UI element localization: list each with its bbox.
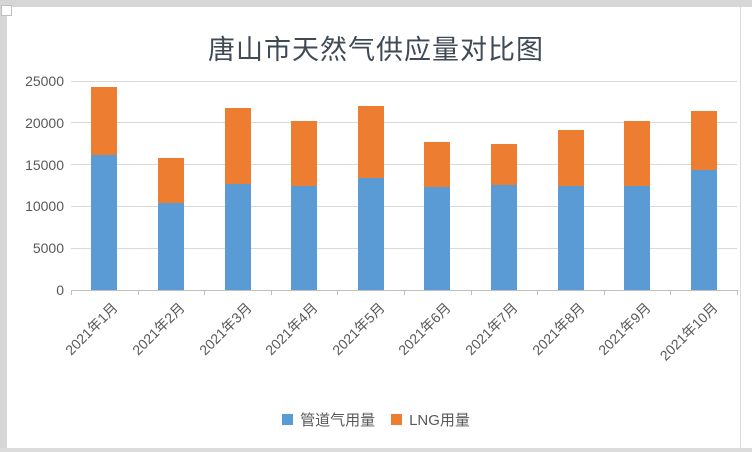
- bar-segment-管道气用量[interactable]: [291, 186, 318, 290]
- x-axis-tick: [404, 290, 405, 295]
- bar-2021年4月: [291, 81, 318, 290]
- x-axis-tick: [670, 290, 672, 295]
- bar-segment-管道气用量[interactable]: [157, 203, 184, 290]
- legend-swatch-icon: [391, 413, 403, 425]
- x-axis-label: 2021年7月: [461, 299, 521, 359]
- bar-segment-LNG用量[interactable]: [91, 86, 118, 155]
- bar-segment-管道气用量[interactable]: [357, 177, 384, 290]
- bar-2021年1月: [91, 81, 118, 290]
- bar-2021年6月: [424, 81, 451, 290]
- x-axis-tick: [71, 290, 72, 295]
- chart-border-left: [0, 0, 7, 452]
- legend-item-管道气用量[interactable]: 管道气用量: [282, 409, 375, 430]
- chart-border-top: [0, 0, 752, 7]
- bar-2021年3月: [224, 81, 251, 290]
- y-axis-tick-label: 15000: [25, 156, 64, 173]
- bar-segment-LNG用量[interactable]: [690, 111, 717, 171]
- bar-segment-LNG用量[interactable]: [291, 121, 318, 187]
- gridline: [71, 164, 737, 166]
- gridline: [71, 122, 737, 124]
- bar-segment-管道气用量[interactable]: [424, 187, 451, 290]
- bar-2021年2月: [157, 81, 184, 290]
- gridline: [71, 80, 737, 82]
- y-axis-tick-label: 20000: [25, 114, 64, 131]
- bar-segment-管道气用量[interactable]: [690, 170, 717, 290]
- bar-segment-LNG用量[interactable]: [557, 130, 584, 187]
- x-axis-tick: [737, 290, 738, 295]
- bar-segment-LNG用量[interactable]: [490, 143, 517, 185]
- y-axis-tick-label: 5000: [32, 240, 64, 257]
- bar-segment-管道气用量[interactable]: [557, 186, 584, 290]
- chart-title[interactable]: 唐山市天然气供应量对比图: [208, 35, 544, 65]
- y-axis-tick-label: 25000: [25, 73, 64, 89]
- x-axis-label: 2021年10月: [656, 299, 721, 364]
- x-axis-label: 2021年1月: [62, 299, 122, 359]
- legend: 管道气用量 LNG用量: [0, 408, 752, 430]
- x-axis-tick: [337, 290, 339, 295]
- x-axis-label: 2021年8月: [528, 299, 588, 359]
- bar-segment-管道气用量[interactable]: [91, 154, 118, 290]
- selection-handle: [1, 5, 12, 16]
- gridline: [71, 205, 737, 207]
- bar-2021年8月: [557, 81, 584, 290]
- bar-segment-管道气用量[interactable]: [490, 184, 517, 290]
- x-axis-label: 2021年4月: [262, 299, 321, 359]
- chart-border-bottom: [0, 448, 752, 452]
- bar-segment-LNG用量[interactable]: [624, 121, 651, 186]
- bar-2021年5月: [357, 81, 384, 290]
- x-axis-tick: [537, 290, 539, 295]
- legend-label: 管道气用量: [300, 411, 376, 429]
- bar-segment-LNG用量[interactable]: [224, 107, 251, 184]
- x-axis-label: 2021年5月: [328, 299, 388, 359]
- bar-segment-管道气用量[interactable]: [624, 185, 651, 290]
- gridline: [71, 247, 737, 249]
- bar-segment-LNG用量[interactable]: [424, 142, 451, 188]
- chart-border-right: [740, 7, 741, 448]
- x-axis-tick: [270, 290, 272, 295]
- bar-segment-管道气用量[interactable]: [224, 183, 251, 290]
- y-axis-tick-label: 10000: [25, 198, 64, 215]
- x-axis-label: 2021年9月: [595, 299, 654, 359]
- x-axis-tick: [603, 290, 605, 295]
- bar-2021年9月: [624, 81, 651, 290]
- x-axis-tick: [137, 290, 139, 295]
- legend-item-LNG用量[interactable]: LNG用量: [391, 409, 470, 430]
- legend-label: LNG用量: [409, 411, 470, 429]
- bar-segment-LNG用量[interactable]: [357, 106, 384, 178]
- x-axis-tick: [470, 290, 472, 295]
- plot-area: [71, 80, 737, 291]
- x-axis-tick: [204, 290, 206, 295]
- bar-2021年7月: [490, 81, 517, 290]
- y-axis-tick-label: 0: [56, 282, 64, 298]
- legend-swatch-icon: [282, 413, 294, 425]
- x-axis-label: 2021年3月: [195, 299, 255, 359]
- x-axis-label: 2021年2月: [128, 299, 188, 359]
- bar-2021年10月: [690, 81, 717, 290]
- bar-segment-LNG用量[interactable]: [157, 157, 184, 204]
- x-axis-label: 2021年6月: [395, 299, 455, 359]
